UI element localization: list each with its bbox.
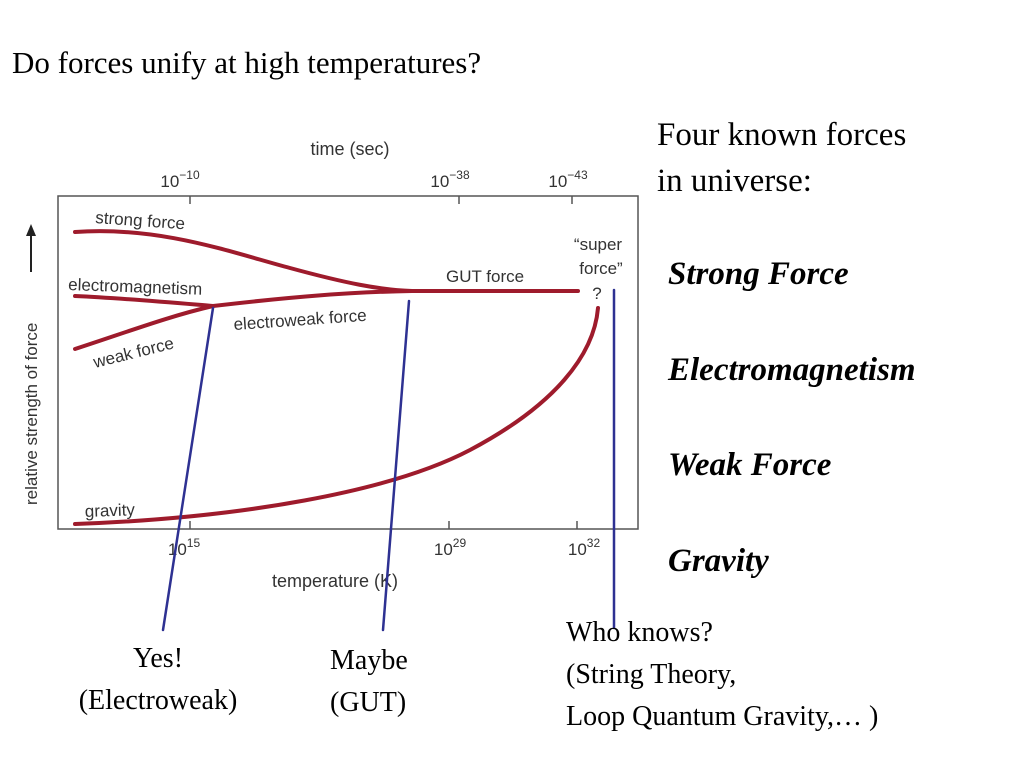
plot-frame [57, 195, 639, 530]
svg-text:1015: 1015 [168, 536, 201, 559]
y-axis-arrow [26, 224, 36, 272]
tick-base: 10 [430, 172, 449, 191]
electroweak-annotation-line2: (Electroweak) [78, 685, 238, 716]
svg-text:1032: 1032 [568, 536, 601, 559]
gut-force-label: GUT force [446, 267, 524, 286]
electroweak-annotation: Yes! (Electroweak) [60, 638, 256, 722]
gut-annotation: Maybe (GUT) [330, 640, 408, 724]
svg-text:1029: 1029 [434, 536, 467, 559]
top-axis-label: time (sec) [310, 139, 389, 159]
svg-text:10−43: 10−43 [548, 168, 588, 191]
gravity-label: gravity [84, 500, 135, 521]
svg-text:10−38: 10−38 [430, 168, 470, 191]
tick-exponent: −10 [179, 168, 200, 182]
tick-base: 10 [160, 172, 179, 191]
top-tick-1: 10−10 [160, 168, 200, 204]
tick-base: 10 [548, 172, 567, 191]
tick-base: 10 [168, 540, 187, 559]
top-tick-2: 10−38 [430, 168, 470, 204]
electroweak-annotation-line1: Yes! [132, 643, 184, 674]
electromagnetism-label: electromagnetism [68, 275, 203, 299]
weak-force-curve [73, 304, 215, 351]
y-axis-label: relative strength of force [22, 323, 41, 505]
electromagnetism-curve [73, 294, 215, 308]
svg-text:10−10: 10−10 [160, 168, 200, 191]
bottom-tick-1: 1015 [168, 521, 201, 559]
forces-heading: Four known forces in universe: [657, 112, 906, 204]
gut-annotation-line1: Maybe [330, 645, 408, 676]
force-item-electromagnetism: Electromagnetism [668, 352, 916, 388]
tick-base: 10 [568, 540, 587, 559]
strong-force-curve [73, 229, 414, 293]
forces-heading-line2: in universe: [657, 163, 812, 199]
tick-exponent: −43 [567, 168, 588, 182]
page-title: Do forces unify at high temperatures? [12, 45, 482, 80]
superforce-label-line2: force” [579, 259, 623, 278]
bottom-axis-label: temperature (K) [272, 571, 398, 591]
gut-pointer-line [381, 299, 411, 632]
forces-heading-line1: Four known forces [657, 117, 907, 153]
gut-annotation-line2: (GUT) [330, 687, 407, 718]
force-item-strong: Strong Force [668, 256, 849, 292]
force-item-weak: Weak Force [668, 447, 832, 483]
bottom-tick-2: 1029 [434, 521, 467, 559]
tick-exponent: 29 [453, 536, 467, 550]
tick-exponent: 15 [187, 536, 201, 550]
bottom-tick-3: 1032 [568, 521, 601, 559]
electroweak-force-label: electroweak force [233, 306, 367, 334]
superforce-annotation-line3: Loop Quantum Gravity,… ) [566, 701, 879, 732]
superforce-annotation: Who knows? (String Theory, Loop Quantum … [566, 612, 878, 738]
tick-exponent: 32 [587, 536, 601, 550]
force-item-gravity: Gravity [668, 543, 769, 579]
electroweak-pointer-line [161, 306, 215, 632]
electroweak-curve [211, 289, 414, 308]
gravity-curve [73, 306, 600, 526]
superforce-annotation-line2: (String Theory, [566, 659, 737, 690]
tick-exponent: −38 [449, 168, 470, 182]
top-tick-3: 10−43 [548, 168, 588, 204]
superforce-question-mark: ? [592, 284, 601, 303]
superforce-annotation-line1: Who knows? [566, 617, 713, 648]
tick-base: 10 [434, 540, 453, 559]
superforce-label-line1: “super [574, 235, 623, 254]
